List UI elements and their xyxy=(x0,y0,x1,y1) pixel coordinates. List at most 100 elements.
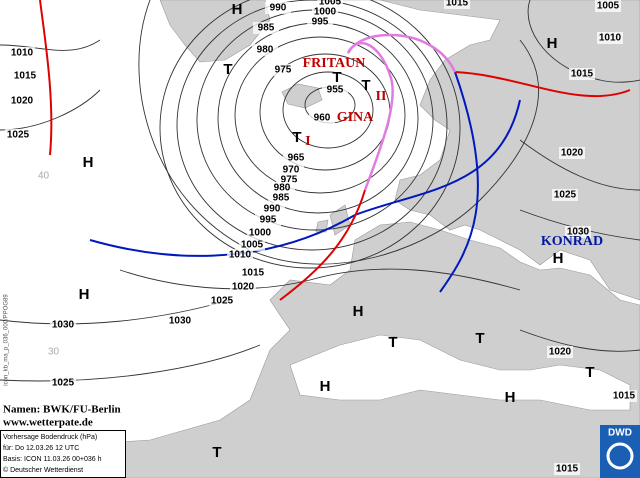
label-bg xyxy=(259,203,285,215)
isobar-label: 1020 xyxy=(232,282,255,293)
isobar-label: 985 xyxy=(273,193,290,204)
label-bg xyxy=(611,390,637,402)
isobar-label: 970 xyxy=(283,165,300,176)
isobar-label: 1000 xyxy=(314,7,337,18)
label-bg xyxy=(595,0,621,12)
credits-names: Namen: BWK/FU-Berlin xyxy=(3,404,121,416)
label-bg xyxy=(552,189,578,201)
isobar-label: 990 xyxy=(264,204,281,215)
info-copyright: © Deutscher Wetterdienst xyxy=(3,466,83,474)
pressure-center: H xyxy=(79,286,90,303)
isobar-label: 1030 xyxy=(52,320,75,331)
isobar-label: 1025 xyxy=(554,190,577,201)
front-number: I xyxy=(305,134,310,149)
label-bg xyxy=(307,16,333,28)
pressure-center: H xyxy=(547,35,558,52)
isobar-label: 1020 xyxy=(11,96,34,107)
pressure-center: H xyxy=(232,1,243,18)
fronts xyxy=(39,0,631,301)
scandinavia-russia xyxy=(330,0,640,301)
info-box xyxy=(0,430,126,478)
isobar-label: 1005 xyxy=(241,240,264,251)
label-bg xyxy=(167,315,193,327)
label-bg xyxy=(269,182,295,194)
isobar-label: 1015 xyxy=(613,391,636,402)
pressure-center: T xyxy=(332,69,341,86)
isobar-label: 1010 xyxy=(229,250,252,261)
isobar-label: 1020 xyxy=(561,148,584,159)
label-bg xyxy=(554,463,580,475)
label-bg xyxy=(252,44,278,56)
isobar-label: 975 xyxy=(281,175,298,186)
label-bg xyxy=(247,227,273,239)
label-bg xyxy=(317,0,343,8)
isobar-label: 960 xyxy=(314,113,331,124)
isobar-label: 1025 xyxy=(211,296,234,307)
isobar-label: 1015 xyxy=(446,0,469,9)
label-bg xyxy=(268,192,294,204)
isobar-label: 1015 xyxy=(14,71,37,82)
logo-swirl xyxy=(606,442,634,470)
label-bg xyxy=(265,2,291,14)
system-name: GINA xyxy=(337,110,374,125)
info-title: Vorhersage Bodendruck (hPa) xyxy=(3,434,97,441)
isobar-label: 980 xyxy=(257,45,274,56)
isobar-label: 1005 xyxy=(597,1,620,12)
isobar-label: 985 xyxy=(258,23,275,34)
system-name: KONRAD xyxy=(541,234,603,249)
isobar-label: 975 xyxy=(275,65,292,76)
isobar-label: 1020 xyxy=(549,347,572,358)
label-bg xyxy=(270,64,296,76)
isobar-label: 990 xyxy=(270,3,287,14)
label-bg xyxy=(278,164,304,176)
pressure-center: H xyxy=(505,389,516,406)
isobar-label: 995 xyxy=(312,17,329,28)
logo-text: DWD xyxy=(608,428,632,439)
label-bg xyxy=(309,112,335,124)
label-bg xyxy=(255,214,281,226)
system-name: FRITAUN xyxy=(303,56,366,71)
isobar-label: 1010 xyxy=(599,33,622,44)
pressure-center: H xyxy=(320,378,331,395)
label-bg xyxy=(547,346,573,358)
label-bg xyxy=(5,129,31,141)
isobar-label: 1005 xyxy=(319,0,342,8)
latitude-label: 30 xyxy=(48,347,60,358)
label-bg xyxy=(9,47,35,59)
info-base: Basis: ICON 11.03.26 00+036 h xyxy=(3,456,102,463)
latitude-label: 40 xyxy=(38,171,50,182)
label-bg xyxy=(230,281,256,293)
isobar-label: 1000 xyxy=(249,228,272,239)
label-bg xyxy=(239,239,265,251)
isobar-label: 1015 xyxy=(571,69,594,80)
credits-website: www.wetterpate.de xyxy=(3,417,93,429)
label-bg xyxy=(253,22,279,34)
pressure-center: H xyxy=(553,250,564,267)
credits-bg xyxy=(0,402,140,430)
isobar-label: 1010 xyxy=(11,48,34,59)
label-bg xyxy=(12,70,38,82)
label-bg xyxy=(565,226,591,238)
isobar-label: 1030 xyxy=(169,316,192,327)
label-bg xyxy=(312,6,338,18)
isobar-label: 1015 xyxy=(556,464,579,475)
isobar-label: 1030 xyxy=(567,227,590,238)
label-bg xyxy=(50,377,76,389)
pressure-center: H xyxy=(353,303,364,320)
pressure-center: T xyxy=(475,330,484,347)
label-bg xyxy=(444,0,470,9)
front-number: II xyxy=(376,89,387,104)
label-bg xyxy=(227,249,253,261)
label-bg xyxy=(322,84,348,96)
label-bg xyxy=(597,32,623,44)
pressure-center: T xyxy=(388,334,397,351)
label-bg xyxy=(569,68,595,80)
pressure-center: T xyxy=(585,364,594,381)
isobar-label: 980 xyxy=(274,183,291,194)
isobar-label: 955 xyxy=(327,85,344,96)
iceland xyxy=(281,83,323,109)
isobar-label: 965 xyxy=(288,153,305,164)
pressure-center: T xyxy=(292,129,301,146)
